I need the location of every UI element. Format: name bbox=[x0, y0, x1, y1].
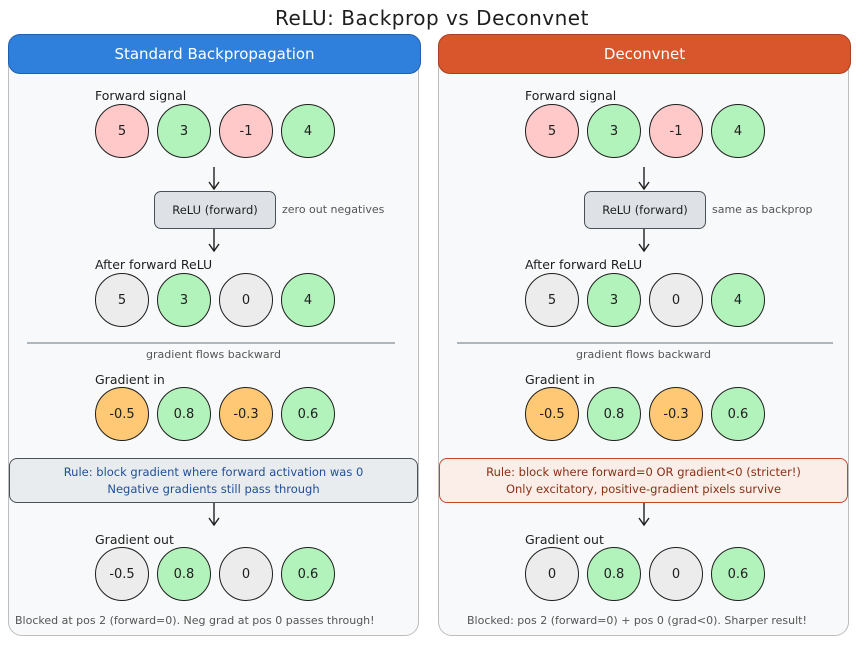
forward-signal-label: Forward signal bbox=[95, 88, 187, 103]
backprop-panel-header: Standard Backpropagation bbox=[8, 34, 421, 74]
backprop-panel: Standard Backpropagation Forward signal … bbox=[8, 34, 421, 636]
section-divider bbox=[27, 342, 395, 344]
gradient-out-node: 0 bbox=[219, 547, 273, 601]
gradient-out-node: 0.6 bbox=[281, 547, 335, 601]
gradient-in-node: 0.8 bbox=[157, 387, 211, 441]
forward-signal-label: Forward signal bbox=[525, 88, 617, 103]
section-divider bbox=[457, 342, 833, 344]
after-relu-node: 3 bbox=[587, 273, 641, 327]
down-arrow-icon bbox=[208, 503, 220, 527]
forward-node: 3 bbox=[587, 104, 641, 158]
forward-node: 5 bbox=[525, 104, 579, 158]
after-relu-label: After forward ReLU bbox=[525, 257, 643, 272]
down-arrow-icon bbox=[638, 503, 650, 527]
deconvnet-panel-header: Deconvnet bbox=[438, 34, 851, 74]
after-relu-node: 5 bbox=[525, 273, 579, 327]
relu-forward-box: ReLU (forward) bbox=[584, 191, 706, 229]
after-relu-node: 0 bbox=[649, 273, 703, 327]
gradient-flow-note: gradient flows backward bbox=[146, 348, 281, 361]
gradient-out-label: Gradient out bbox=[525, 532, 604, 547]
gradient-in-node: -0.3 bbox=[219, 387, 273, 441]
gradient-in-node: 0.8 bbox=[587, 387, 641, 441]
gradient-flow-note: gradient flows backward bbox=[576, 348, 711, 361]
down-arrow-icon bbox=[208, 167, 220, 191]
after-relu-node: 4 bbox=[281, 273, 335, 327]
gradient-in-label: Gradient in bbox=[525, 372, 595, 387]
deconvnet-rule-box: Rule: block where forward=0 OR gradient<… bbox=[439, 458, 848, 503]
down-arrow-icon bbox=[638, 167, 650, 191]
gradient-out-node: 0.8 bbox=[157, 547, 211, 601]
forward-node: 5 bbox=[95, 104, 149, 158]
gradient-in-node: 0.6 bbox=[281, 387, 335, 441]
rule-line: Rule: block gradient where forward activ… bbox=[63, 464, 364, 479]
diagram-title: ReLU: Backprop vs Deconvnet bbox=[275, 6, 589, 30]
forward-node: 4 bbox=[281, 104, 335, 158]
deconvnet-footer-note: Blocked: pos 2 (forward=0) + pos 0 (grad… bbox=[467, 614, 807, 627]
gradient-out-node: 0.6 bbox=[711, 547, 765, 601]
rule-line: Negative gradients still pass through bbox=[107, 481, 320, 496]
relu-note: same as backprop bbox=[712, 203, 813, 216]
deconvnet-panel: Deconvnet Forward signal 5 3 -1 4 ReLU (… bbox=[438, 34, 851, 636]
backprop-rule-box: Rule: block gradient where forward activ… bbox=[9, 458, 418, 503]
forward-node: -1 bbox=[219, 104, 273, 158]
gradient-in-node: -0.5 bbox=[95, 387, 149, 441]
rule-line: Only excitatory, positive-gradient pixel… bbox=[505, 481, 782, 496]
gradient-out-node: -0.5 bbox=[95, 547, 149, 601]
after-relu-label: After forward ReLU bbox=[95, 257, 213, 272]
relu-forward-box: ReLU (forward) bbox=[154, 191, 276, 229]
rule-line: Rule: block where forward=0 OR gradient<… bbox=[486, 464, 801, 479]
forward-node: 4 bbox=[711, 104, 765, 158]
gradient-out-node: 0 bbox=[525, 547, 579, 601]
gradient-in-node: -0.3 bbox=[649, 387, 703, 441]
gradient-in-node: -0.5 bbox=[525, 387, 579, 441]
forward-node: -1 bbox=[649, 104, 703, 158]
gradient-out-label: Gradient out bbox=[95, 532, 174, 547]
after-relu-node: 4 bbox=[711, 273, 765, 327]
down-arrow-icon bbox=[638, 229, 650, 253]
gradient-in-node: 0.6 bbox=[711, 387, 765, 441]
backprop-footer-note: Blocked at pos 2 (forward=0). Neg grad a… bbox=[15, 614, 375, 627]
gradient-in-label: Gradient in bbox=[95, 372, 165, 387]
after-relu-node: 0 bbox=[219, 273, 273, 327]
forward-node: 3 bbox=[157, 104, 211, 158]
after-relu-node: 5 bbox=[95, 273, 149, 327]
down-arrow-icon bbox=[208, 229, 220, 253]
relu-note: zero out negatives bbox=[282, 203, 385, 216]
after-relu-node: 3 bbox=[157, 273, 211, 327]
gradient-out-node: 0 bbox=[649, 547, 703, 601]
gradient-out-node: 0.8 bbox=[587, 547, 641, 601]
